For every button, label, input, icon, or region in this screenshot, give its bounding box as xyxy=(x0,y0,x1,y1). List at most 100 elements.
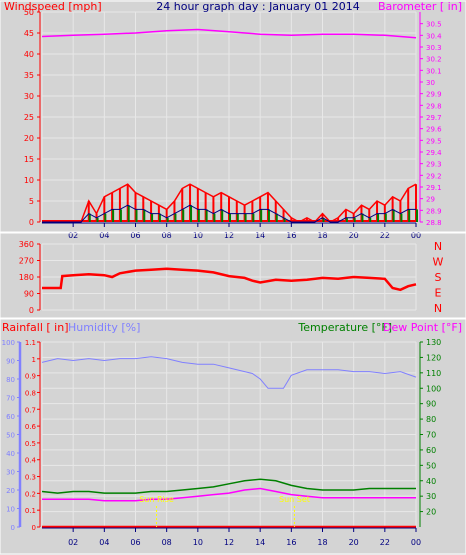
humidity-y-tick-label: 10 xyxy=(6,506,15,514)
temp-y-tick-label: 120 xyxy=(426,353,441,362)
humidity-y-tick-label: 0 xyxy=(11,524,15,532)
temp-y-tick-label: 40 xyxy=(426,477,436,486)
temp-x-tick-label: 20 xyxy=(349,538,359,547)
wind-x-tick-label: 20 xyxy=(349,231,359,240)
baro-y-tick-label: 28.8 xyxy=(426,219,442,227)
dir-y-tick-label: 90 xyxy=(24,290,34,299)
wind-x-tick-label: 00 xyxy=(411,231,421,240)
baro-y-tick-label: 29.1 xyxy=(426,184,442,192)
wind-y-tick-label: 35 xyxy=(24,71,34,80)
humidity-y-tick-label: 40 xyxy=(6,450,15,458)
baro-y-tick-label: 30.1 xyxy=(426,67,442,75)
compass-label: E xyxy=(435,287,442,300)
dir-y-tick-label: 360 xyxy=(19,240,34,249)
wind-x-tick-label: 10 xyxy=(193,231,203,240)
baro-y-tick-label: 29.7 xyxy=(426,114,442,122)
humidity-y-tick-label: 90 xyxy=(6,358,15,366)
rain-y-tick-label: 1 xyxy=(32,356,36,364)
temp-y-tick-label: 30 xyxy=(426,492,436,501)
baro-y-tick-label: 29.2 xyxy=(426,172,442,180)
temp-x-tick-label: 22 xyxy=(380,538,390,547)
temp-y-tick-label: 50 xyxy=(426,461,436,470)
temp-x-tick-label: 04 xyxy=(99,538,109,547)
rain-y-tick-label: 0.3 xyxy=(25,474,36,482)
temp-x-tick-label: 12 xyxy=(224,538,234,547)
baro-y-tick-label: 30.4 xyxy=(426,32,442,40)
baro-y-tick-label: 30.3 xyxy=(426,44,442,52)
panel-wind-frame xyxy=(0,0,466,233)
dir-y-tick-label: 0 xyxy=(29,306,34,315)
rain-y-tick-label: 0.1 xyxy=(25,507,36,515)
baro-y-tick-label: 30 xyxy=(426,79,435,87)
baro-y-tick-label: 30.5 xyxy=(426,21,442,29)
humidity-y-tick-label: 100 xyxy=(2,339,15,347)
baro-y-tick-label: 29 xyxy=(426,196,435,204)
baro-y-tick-label: 29.4 xyxy=(426,149,442,157)
sunset-label: Sun Set xyxy=(279,495,310,504)
wind-y-tick-label: 25 xyxy=(24,113,34,122)
humidity-line xyxy=(41,356,417,389)
wind-x-tick-label: 12 xyxy=(224,231,234,240)
wind-y-tick-label: 0 xyxy=(29,218,34,227)
wind-x-tick-label: 18 xyxy=(317,231,327,240)
wind-x-tick-label: 06 xyxy=(130,231,140,240)
temp-x-tick-label: 08 xyxy=(162,538,172,547)
humidity-y-tick-label: 60 xyxy=(6,413,15,421)
temp-x-tick-label: 14 xyxy=(255,538,265,547)
wind-x-tick-label: 08 xyxy=(162,231,172,240)
temp-x-tick-label: 02 xyxy=(68,538,78,547)
temp-y-tick-label: 110 xyxy=(426,369,441,378)
temp-x-tick-label: 10 xyxy=(193,538,203,547)
rain-axis-title: Rainfall [ in] xyxy=(2,321,69,334)
temp-axis-title: Temperature [°F] xyxy=(297,321,392,334)
temp-x-tick-label: 18 xyxy=(317,538,327,547)
wind-x-tick-label: 04 xyxy=(99,231,109,240)
humidity-y-tick-label: 70 xyxy=(6,395,15,403)
wind-y-tick-label: 10 xyxy=(24,176,34,185)
wind-x-tick-label: 02 xyxy=(68,231,78,240)
wind-axis-title: Windspeed [mph] xyxy=(4,0,102,13)
baro-y-tick-label: 29.8 xyxy=(426,102,442,110)
wind-y-tick-label: 50 xyxy=(24,8,34,17)
baro-axis-title: Barometer [ in] xyxy=(378,0,462,13)
humidity-y-tick-label: 20 xyxy=(6,487,15,495)
wind-y-tick-label: 15 xyxy=(24,155,34,164)
humidity-y-tick-label: 80 xyxy=(6,376,15,384)
temperature-line xyxy=(41,478,416,494)
wind-x-tick-label: 14 xyxy=(255,231,265,240)
sunrise-label: Sun Rise xyxy=(139,495,174,504)
barometer-line xyxy=(41,28,417,39)
wind-average-line xyxy=(42,204,416,223)
rain-y-tick-label: 0.8 xyxy=(25,389,36,397)
windspeed-line xyxy=(42,183,417,223)
dewpoint-line xyxy=(42,487,416,502)
wind-x-tick-label: 16 xyxy=(286,231,296,240)
temp-y-tick-label: 80 xyxy=(426,415,436,424)
wind-y-tick-label: 45 xyxy=(24,29,34,38)
dewpoint-axis-title: Dew Point [°F] xyxy=(383,321,462,334)
dir-y-tick-label: 270 xyxy=(19,257,34,266)
wind-y-tick-label: 30 xyxy=(24,92,34,101)
temp-y-tick-label: 100 xyxy=(426,384,441,393)
rain-y-tick-label: 0 xyxy=(32,524,36,532)
wind-y-tick-label: 20 xyxy=(24,134,34,143)
baro-y-tick-label: 29.9 xyxy=(426,91,442,99)
temp-y-tick-label: 130 xyxy=(426,338,441,347)
humidity-y-tick-label: 30 xyxy=(6,469,15,477)
page-title: 24 hour graph day : January 01 2014 xyxy=(156,0,360,13)
panel-direction-frame xyxy=(0,232,466,319)
temp-x-tick-label: 16 xyxy=(286,538,296,547)
temp-y-tick-label: 70 xyxy=(426,431,436,440)
compass-label: N xyxy=(434,240,442,253)
baro-y-tick-label: 29.5 xyxy=(426,137,442,145)
panel-temp-frame xyxy=(0,318,466,555)
compass-label: N xyxy=(434,302,442,315)
rain-y-tick-label: 0.6 xyxy=(25,423,37,431)
baro-y-tick-label: 29.3 xyxy=(426,161,442,169)
compass-label: S xyxy=(435,271,442,284)
temp-x-tick-label: 00 xyxy=(411,538,421,547)
rain-y-tick-label: 0.5 xyxy=(25,440,36,448)
wind-y-tick-label: 5 xyxy=(29,197,34,206)
